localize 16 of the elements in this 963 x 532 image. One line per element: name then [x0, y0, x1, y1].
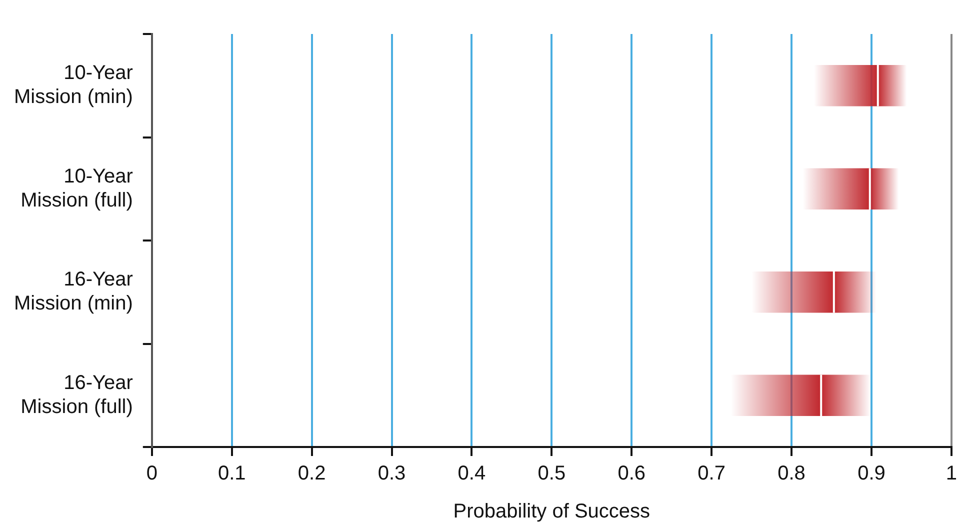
y-tick-label: 10-Year Mission (full): [20, 165, 134, 212]
x-tick-label: 0.2: [298, 462, 326, 485]
x-tick-label: 0.8: [778, 462, 806, 485]
x-tick-label: 0.6: [618, 462, 646, 485]
x-tick-label: 0: [146, 462, 158, 485]
x-tick-label: 0.1: [218, 462, 246, 485]
x-tick-label: 0.5: [538, 462, 566, 485]
x-tick-label: 0.4: [458, 462, 486, 485]
y-tick-label: 10-Year Mission (min): [14, 62, 134, 108]
x-axis-title: Probability of Success: [453, 500, 650, 523]
x-tick-label: 1: [946, 462, 957, 485]
y-tick-label: 16-Year Mission (full): [20, 372, 134, 418]
y-tick-label: 16-Year Mission (min): [14, 268, 134, 315]
x-tick-label: 0.3: [378, 462, 406, 485]
x-tick-label: 0.9: [858, 462, 886, 485]
x-tick-label: 0.7: [698, 462, 726, 485]
